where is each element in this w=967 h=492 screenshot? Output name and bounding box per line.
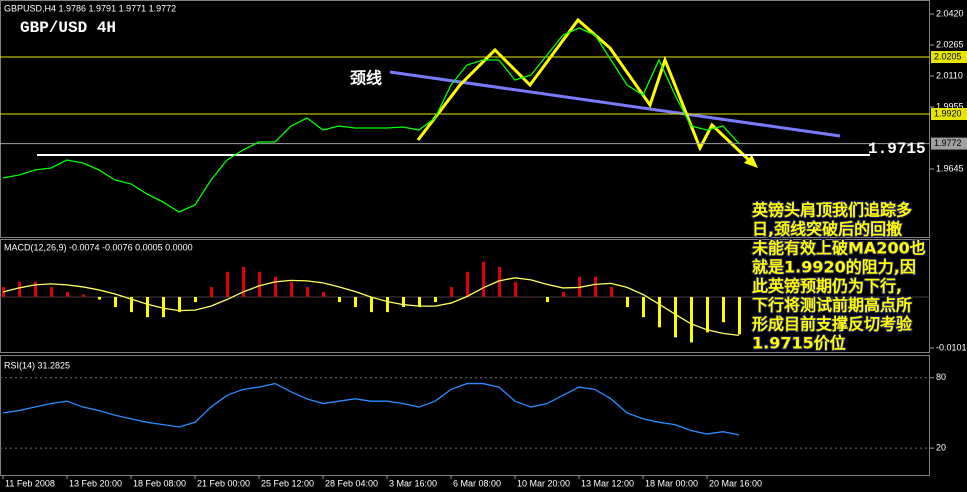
x-tick-label: 18 Feb 08:00 [133,478,186,488]
histogram-bar [482,261,485,298]
histogram-bar [706,297,709,333]
x-tick-label: 21 Feb 00:00 [197,478,250,488]
pattern-line [416,17,754,165]
y-tick-label: 1.9645 [936,163,964,173]
y-tick-label: -0.0101 [936,342,967,352]
histogram-bar [162,297,165,318]
x-tick-label: 13 Feb 20:00 [69,478,122,488]
histogram-bar [98,297,101,300]
histogram-bar [274,276,277,298]
neckline [389,70,841,138]
x-tick-label: 3 Mar 16:00 [389,478,437,488]
neckline-label: 颈线 [350,69,382,88]
histogram-bar [690,297,693,343]
y-tick-label: 80 [936,372,946,382]
x-tick-label: 25 Feb 12:00 [261,478,314,488]
histogram-bar [18,281,21,298]
data-line [2,382,740,436]
rsi-header: RSI(14) 31.2825 [4,360,70,370]
comment-line: 就是1.9920的阻力,因 [752,258,916,277]
pattern-arrow [744,155,758,168]
comment-line: 此英镑预期仍为下行, [752,277,902,296]
x-tick-label: 18 Mar 00:00 [645,478,698,488]
histogram-bar [514,281,517,298]
histogram-bar [194,297,197,303]
histogram-bar [434,297,437,303]
histogram-bar [34,281,37,298]
price-label: 1.9920 [934,108,962,118]
y-tick-label: 2.0420 [936,8,964,18]
histogram-bar [146,297,149,318]
histogram-bar [450,286,453,298]
price-label-box [931,137,967,150]
histogram-bar [386,297,389,313]
histogram-bar [354,297,357,308]
signal-line [2,277,740,336]
histogram-bar [130,297,133,313]
comment-line: 英镑头肩顶我们追踪多 [751,201,912,220]
histogram-bar [546,297,549,303]
histogram-bar [306,286,309,298]
comment: 英镑头肩顶我们追踪多日,颈线突破后的回撤未能有效上破MA200也就是1.9920… [750,200,927,354]
histogram-bar [466,271,469,298]
x-tick-label: 6 Mar 08:00 [453,478,501,488]
price-header: GBPUSD,H4 1.9786 1.9791 1.9771 1.9772 [4,3,176,13]
histogram-bar [290,281,293,298]
comment-line: 日,颈线突破后的回撤 [752,220,902,239]
histogram-bar [258,271,261,298]
histogram-bar [322,291,325,298]
comment-line: 1.9715价位 [752,334,846,353]
rsi-panel [0,355,930,476]
comment-line: 未能有效上破MA200也 [751,239,926,258]
histogram-bar [738,297,741,335]
histogram-bar [66,291,69,298]
y-tick-label: 2.0265 [936,39,964,49]
price-label: 1.9772 [934,138,962,148]
histogram-bar [418,297,421,308]
histogram-bar [610,286,613,298]
histogram-bar [674,297,677,338]
histogram-bar [338,297,341,303]
histogram-bar [722,297,725,323]
comment-line: 下行将测试前期高点所 [752,296,912,315]
x-tick-label: 10 Mar 20:00 [517,478,570,488]
histogram-bar [50,286,53,298]
histogram-bar [370,297,373,313]
histogram-bar [82,294,85,298]
price-label-box [931,108,967,120]
histogram-bar [402,297,405,308]
histogram-bar [658,297,661,328]
x-tick-label: 11 Feb 2008 [5,478,55,488]
y-tick-label: 1.9955 [936,101,964,111]
histogram-bar [226,271,229,298]
histogram-bar [594,276,597,298]
data-line [2,27,740,213]
x-tick-label: 13 Mar 12:00 [581,478,634,488]
price-label: 2.0205 [934,51,962,61]
macd-header: MACD(12,26,9) -0.0074 -0.0076 0.0005 0.0… [4,242,193,252]
histogram-bar [562,291,565,298]
price-panel [0,0,930,238]
comment-line: 形成目前支撑反切考验 [752,315,913,334]
y-tick-label: 2.0110 [936,70,963,80]
macd-panel [0,239,930,353]
histogram-bar [498,266,501,298]
histogram-bar [114,297,117,308]
y-tick-label: 20 [936,443,946,453]
x-tick-label: 28 Feb 04:00 [325,478,378,488]
histogram-bar [178,297,181,313]
histogram-bar [530,297,533,298]
x-tick-label: 20 Mar 16:00 [709,478,762,488]
histogram-bar [242,266,245,298]
price-label-box [931,51,967,63]
histogram-bar [210,286,213,298]
symbol-label: GBP/USD 4H [20,19,116,37]
support-label: 1.9715 [868,140,926,158]
histogram-bar [642,297,645,318]
histogram-bar [626,297,629,308]
